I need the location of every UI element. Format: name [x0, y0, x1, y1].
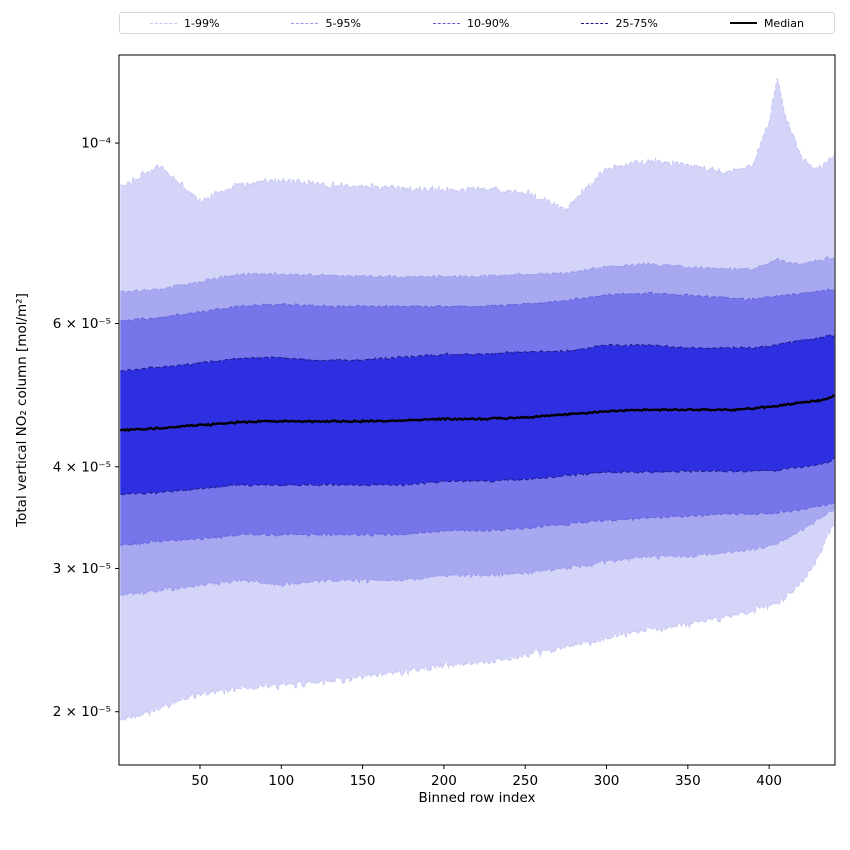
- legend-line-sample-median: [729, 22, 757, 24]
- legend-line-sample-1-99: [150, 22, 177, 24]
- x-tick-label: 250: [512, 773, 538, 789]
- legend: 1-99% 5-95% 10-90% 25-75% Median: [119, 12, 835, 34]
- y-tick-label: 3 × 10⁻⁵: [53, 561, 111, 577]
- quantile-line-p1: [119, 523, 835, 722]
- y-tick-label: 2 × 10⁻⁵: [53, 704, 111, 720]
- legend-entry-10-90: 10-90%: [432, 16, 510, 30]
- y-tick-label: 6 × 10⁻⁵: [53, 316, 111, 332]
- legend-entry-1-99: 1-99%: [150, 18, 219, 29]
- legend-line-sample-25-75: [581, 22, 609, 24]
- legend-entry-median: Median: [729, 16, 804, 30]
- legend-entry-25-75: 25-75%: [581, 16, 658, 30]
- x-tick-label: 150: [350, 773, 376, 789]
- legend-line-sample-10-90: [432, 22, 460, 24]
- legend-label-1-99: 1-99%: [184, 16, 220, 30]
- x-tick-label: 350: [675, 773, 701, 789]
- x-tick-label: 400: [756, 773, 782, 789]
- x-tick-label: 100: [268, 773, 294, 789]
- quantile-line-p25: [120, 456, 835, 496]
- x-axis-label: Binned row index: [418, 790, 536, 806]
- quantile-line-p5: [120, 508, 835, 596]
- y-tick-label: 10⁻⁴: [81, 136, 111, 152]
- band-25-75: [120, 334, 835, 495]
- legend-entry-5-95: 5-95%: [291, 16, 361, 30]
- legend-line-sample-5-95: [291, 22, 319, 24]
- median-line: [119, 393, 835, 433]
- plot-border: [118, 54, 836, 766]
- x-tick-label: 50: [191, 773, 208, 789]
- quantile-line-p95: [120, 256, 835, 294]
- y-tick-label: 4 × 10⁻⁵: [53, 459, 111, 475]
- quantile-line-p10: [120, 501, 835, 546]
- y-axis-label: Total vertical NO₂ column [mol/m²]: [14, 293, 30, 527]
- quantile-line-p90: [120, 288, 835, 323]
- legend-label-25-75: 25-75%: [615, 16, 658, 30]
- quantile-line-p75: [120, 333, 835, 372]
- legend-label-5-95: 5-95%: [325, 16, 361, 30]
- legend-label-median: Median: [763, 16, 804, 30]
- x-tick-label: 300: [594, 773, 620, 789]
- quantile-line-p99: [120, 78, 835, 212]
- legend-label-10-90: 10-90%: [466, 16, 510, 30]
- x-tick-label: 200: [431, 773, 457, 789]
